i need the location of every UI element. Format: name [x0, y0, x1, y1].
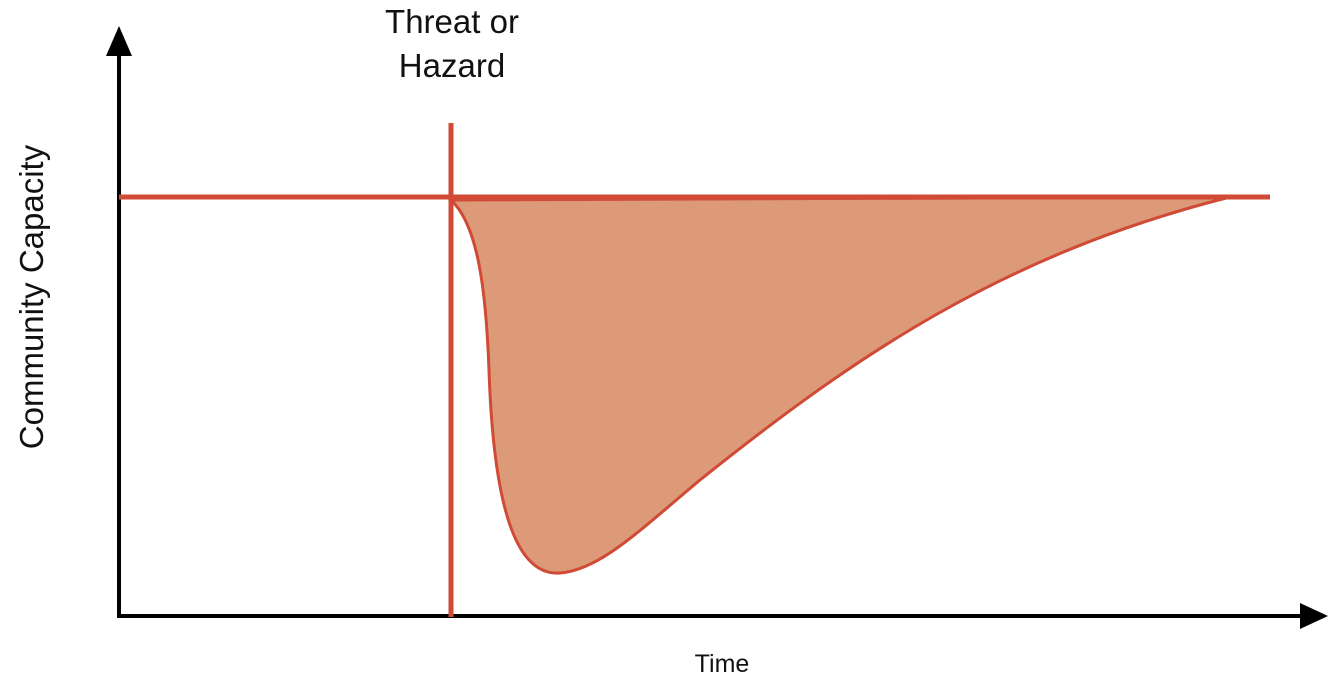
- y-axis-label: Community Capacity: [13, 144, 50, 449]
- capacity-dip: [447, 195, 1231, 575]
- y-axis-arrow: [106, 26, 132, 56]
- x-axis-label: Time: [695, 650, 750, 678]
- event-label: Threat or: [385, 3, 519, 40]
- x-axis-arrow: [1300, 603, 1328, 629]
- event-label: Hazard: [399, 47, 505, 84]
